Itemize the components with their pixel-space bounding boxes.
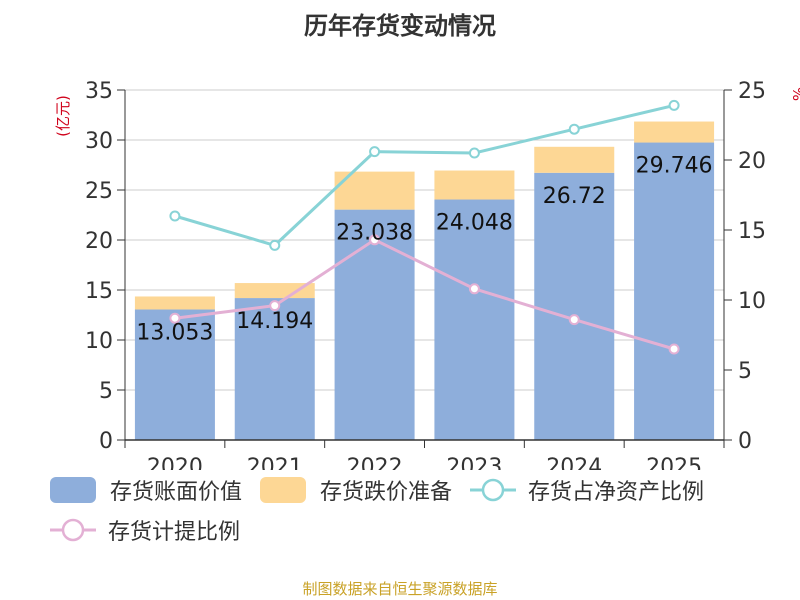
y-left-tick-label: 30 [85, 129, 113, 154]
x-tick-label: 2021 [247, 455, 303, 470]
legend: 存货账面价值 存货跌价准备 存货占净资产比例存货计提比例 [50, 470, 790, 550]
y-left-tick-label: 0 [99, 429, 113, 454]
source-note: 制图数据来自恒生聚源数据库 [302, 580, 498, 598]
legend-line-icon [50, 518, 96, 542]
series-point [269, 300, 281, 312]
y-right-tick-label: 20 [738, 149, 766, 174]
series-point [468, 283, 480, 295]
series-line [174, 103, 675, 248]
bar-value-label: 24.048 [436, 211, 513, 236]
line-layer [169, 99, 680, 355]
bar-impairment-provision [234, 283, 315, 299]
chart-title: 历年存货变动情况 [304, 12, 496, 40]
bar-impairment-provision [134, 296, 215, 310]
y-left-tick-label: 5 [99, 379, 113, 404]
series-point [169, 210, 181, 222]
bar-value-label: 13.053 [136, 320, 213, 345]
series-point [369, 146, 381, 158]
bar-book-value [134, 309, 215, 440]
x-tick-label: 2020 [147, 455, 203, 470]
bar-value-label: 26.72 [543, 184, 606, 209]
legend-label: 存货占净资产比例 [528, 480, 705, 505]
y-right-tick-label: 5 [738, 359, 752, 384]
series-point [169, 312, 181, 324]
x-tick-label: 2025 [646, 455, 702, 470]
legend-swatch [260, 477, 307, 503]
y-right-tick-label: 10 [738, 289, 766, 314]
legend-item[interactable]: 存货计提比例 [50, 510, 240, 550]
bar-value-label: 23.038 [336, 221, 413, 246]
y-right-tick-label: 0 [738, 429, 752, 454]
x-tick-label: 2024 [546, 455, 602, 470]
series-point [668, 343, 680, 355]
series-point [568, 314, 580, 326]
bar-impairment-provision [634, 121, 715, 143]
bar-value-label: 29.746 [636, 154, 713, 179]
bar-book-value [334, 209, 415, 440]
legend-label: 存货账面价值 [110, 480, 243, 505]
series-point [468, 147, 480, 159]
legend-item[interactable]: 存货账面价值 [50, 470, 242, 510]
bar-book-value [434, 199, 515, 440]
y-left-tick-label: 25 [85, 179, 113, 204]
legend-label: 存货跌价准备 [320, 480, 453, 505]
y-right-tick-label: 15 [738, 219, 766, 244]
legend-item[interactable]: 存货跌价准备 [260, 470, 452, 510]
y-left-axis-label: (亿元) [54, 95, 72, 137]
label-layer: 13.053 14.194 23.038 24.048 26.72 29.746 [136, 154, 712, 346]
series-line [174, 238, 675, 351]
y-left-tick-label: 35 [85, 79, 113, 104]
bar-book-value [634, 142, 715, 441]
y-left-tick-label: 10 [85, 329, 113, 354]
bar-impairment-provision [534, 146, 615, 173]
series-point [369, 234, 381, 246]
bar-book-value [534, 172, 615, 441]
legend-label: 存货计提比例 [108, 520, 241, 545]
axis-layer: 051015202530350510152025(亿元)%20202021202… [54, 79, 800, 470]
legend-swatch [50, 477, 96, 503]
bar-value-label: 14.194 [236, 309, 313, 334]
y-right-tick-label: 25 [738, 79, 766, 104]
series-point [269, 239, 281, 251]
y-left-tick-label: 15 [85, 279, 113, 304]
y-left-tick-label: 20 [85, 229, 113, 254]
series-point [668, 99, 680, 111]
bar-book-value [234, 298, 315, 440]
x-tick-label: 2022 [347, 455, 403, 470]
bar-impairment-provision [434, 170, 515, 200]
legend-line-icon [470, 478, 517, 502]
bar-layer [134, 121, 715, 441]
y-right-axis-label: % [790, 87, 800, 101]
x-tick-label: 2023 [446, 455, 502, 470]
legend-item[interactable]: 存货占净资产比例 [470, 470, 704, 510]
chart-plot: 051015202530350510152025(亿元)%20202021202… [54, 79, 800, 470]
series-point [568, 123, 580, 135]
